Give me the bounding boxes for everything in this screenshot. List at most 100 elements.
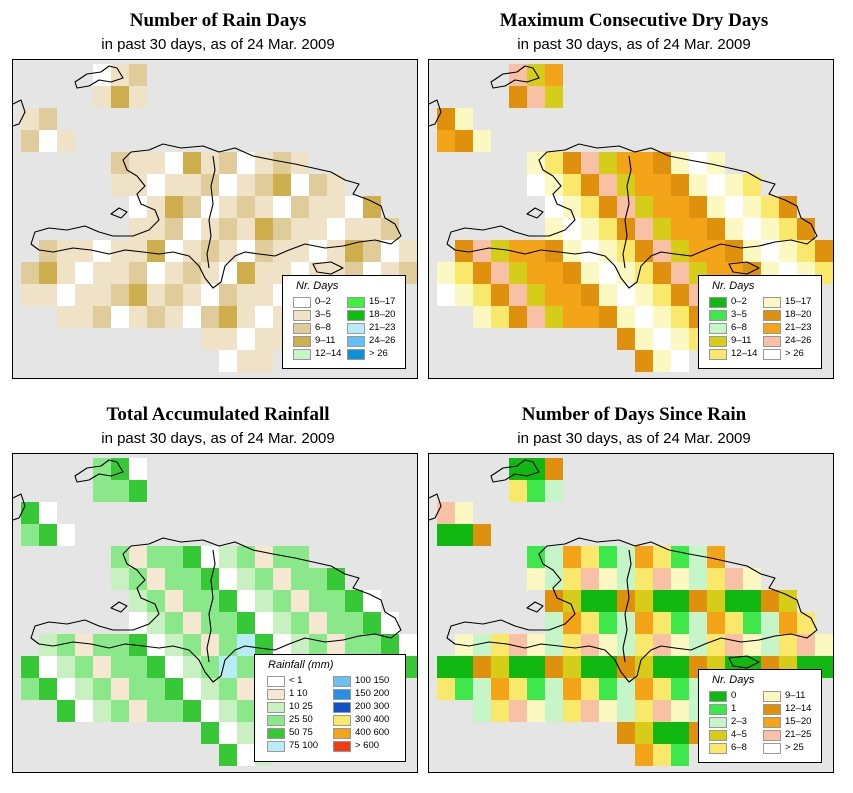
grid-cell (183, 634, 201, 656)
grid-cell (219, 744, 237, 766)
grid-cell (527, 284, 545, 306)
grid-cell (111, 306, 129, 328)
legend-swatch (267, 728, 285, 739)
legend-swatch (709, 323, 727, 334)
grid-cell (219, 284, 237, 306)
grid-cell (255, 612, 273, 634)
panel-title: Number of Days Since Rain (521, 404, 747, 425)
legend-label: 25 50 (289, 714, 313, 725)
legend-label: 2–3 (731, 716, 747, 727)
grid-cell (671, 700, 689, 722)
grid-cell (779, 218, 797, 240)
grid-cell (581, 240, 599, 262)
legend-swatch (763, 323, 781, 334)
grid-cell (473, 656, 491, 678)
grid-cell (581, 152, 599, 174)
grid-cell (509, 634, 527, 656)
grid-cell (147, 196, 165, 218)
grid-cell (653, 240, 671, 262)
grid-cell (381, 240, 399, 262)
grid-cell (599, 262, 617, 284)
legend-label: 200 300 (355, 701, 390, 712)
legend-swatch (347, 349, 365, 360)
grid-cell (725, 196, 743, 218)
legend-swatch (709, 717, 727, 728)
grid-cell (21, 262, 39, 284)
legend-swatch (293, 323, 311, 334)
grid-cell (653, 590, 671, 612)
grid-cell (563, 612, 581, 634)
grid-cell (581, 262, 599, 284)
grid-cell (93, 634, 111, 656)
grid-cell (671, 174, 689, 196)
grid-cell (779, 634, 797, 656)
grid-cell (39, 502, 57, 524)
grid-cell (671, 744, 689, 766)
grid-cell (183, 546, 201, 568)
grid-cell (617, 722, 635, 744)
grid-cell (599, 590, 617, 612)
grid-cell (93, 306, 111, 328)
grid-cell (509, 240, 527, 262)
grid-cell (183, 284, 201, 306)
grid-cell (653, 700, 671, 722)
grid-cell (509, 678, 527, 700)
grid-cell (165, 152, 183, 174)
grid-cell (255, 306, 273, 328)
grid-cell (399, 634, 417, 656)
legend-label: 21–25 (785, 729, 812, 740)
grid-cell (545, 678, 563, 700)
grid-cell (671, 722, 689, 744)
panel-title: Maximum Consecutive Dry Days (499, 10, 769, 31)
grid-cell (635, 546, 653, 568)
grid-cell (491, 284, 509, 306)
grid-cell (599, 634, 617, 656)
legend-label: 150 200 (355, 688, 390, 699)
grid-cell (75, 634, 93, 656)
grid-cell (581, 546, 599, 568)
grid-cell (635, 350, 653, 372)
grid-cell (563, 546, 581, 568)
grid-cell (183, 590, 201, 612)
grid-cell (147, 218, 165, 240)
map-total-rainfall: Rainfall (mm) < 1 1 10 10 25 25 50 50 75 75 1… (12, 453, 418, 773)
grid-cell (165, 590, 183, 612)
grid-cell (165, 656, 183, 678)
grid-cell (599, 240, 617, 262)
grid-cell (237, 568, 255, 590)
grid-cell (545, 262, 563, 284)
grid-cell (219, 218, 237, 240)
legend-title: Nr. Days (712, 674, 755, 686)
grid-cell (617, 306, 635, 328)
grid-cell (545, 480, 563, 502)
grid-cell (291, 152, 309, 174)
grid-cell (129, 546, 147, 568)
grid-cell (455, 524, 473, 546)
grid-cell (599, 678, 617, 700)
grid-cell (273, 634, 291, 656)
grid-cell (671, 262, 689, 284)
grid-cell (111, 86, 129, 108)
grid-cell (129, 612, 147, 634)
grid-cell (545, 612, 563, 634)
grid-cell (455, 284, 473, 306)
grid-cell (599, 174, 617, 196)
grid-cell (363, 218, 381, 240)
grid-cell (527, 306, 545, 328)
legend-swatch (347, 323, 365, 334)
grid-cell (617, 196, 635, 218)
grid-cell (219, 350, 237, 372)
grid-cell (563, 306, 581, 328)
legend-swatch (267, 676, 285, 687)
grid-cell (653, 568, 671, 590)
grid-cell (21, 284, 39, 306)
grid-cell (327, 612, 345, 634)
grid-cell (255, 568, 273, 590)
grid-cell (527, 568, 545, 590)
grid-cell (75, 678, 93, 700)
grid-cell (491, 656, 509, 678)
panel-days-since-rain: Number of Days Since Rain in past 30 day… (428, 404, 840, 776)
grid-cell (473, 130, 491, 152)
grid-cell (761, 634, 779, 656)
grid-cell (563, 678, 581, 700)
